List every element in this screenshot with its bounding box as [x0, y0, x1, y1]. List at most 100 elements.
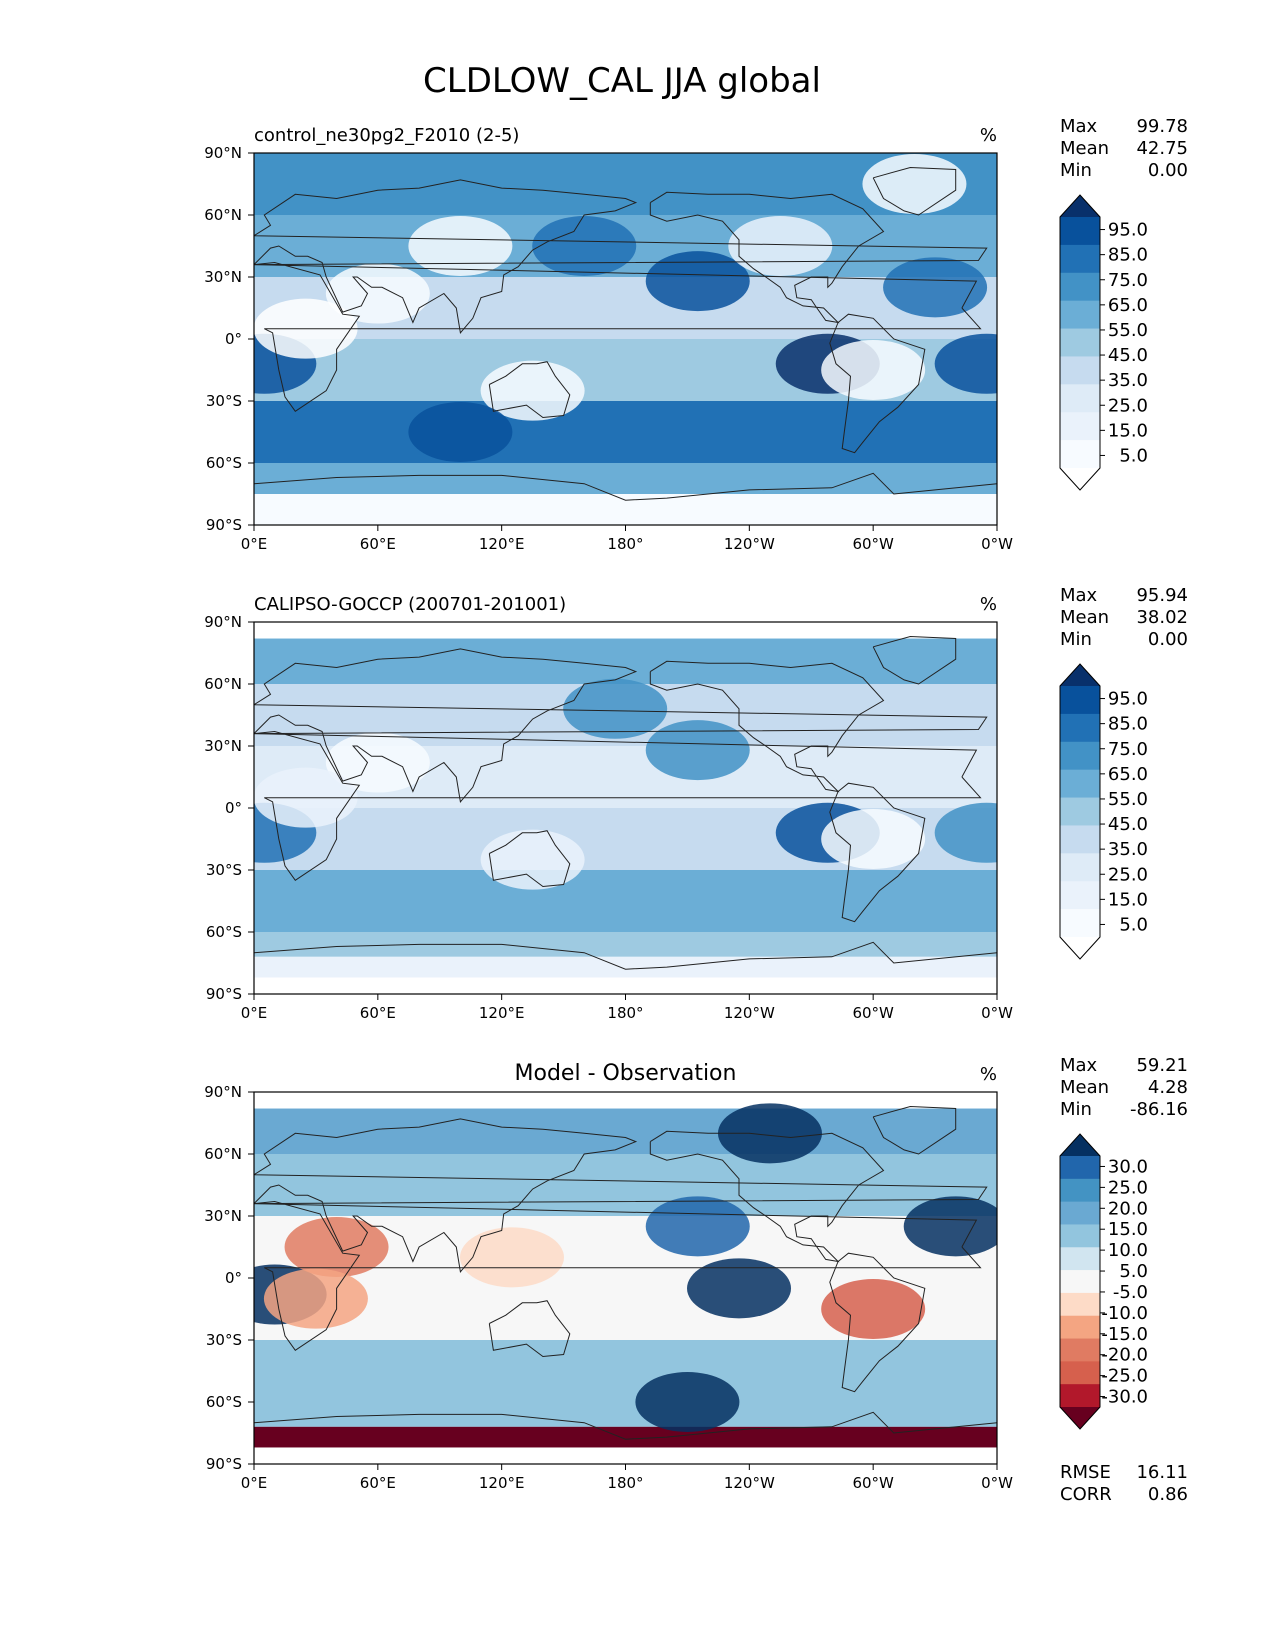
- coastline: [649, 660, 885, 793]
- stat-label: Max: [1060, 585, 1098, 606]
- x-tick-label: 0°W: [981, 1474, 1013, 1492]
- field-blob: [563, 678, 668, 739]
- colorbar-segment: [1060, 412, 1100, 441]
- colorbar-tick-label: 25.0: [1108, 864, 1148, 885]
- y-tick-label: 0°: [225, 799, 242, 817]
- zonal-band: [254, 956, 997, 978]
- stat-label: Mean: [1060, 1077, 1109, 1098]
- colorbar-segment: [1060, 440, 1100, 469]
- y-tick-label: 60°N: [204, 675, 242, 693]
- coastline: [254, 1118, 988, 1273]
- colorbar-segment: [1060, 1292, 1100, 1317]
- y-tick-label: 60°S: [206, 454, 242, 472]
- x-tick-label: 180°: [607, 535, 643, 553]
- colorbar-tick-label: 25.0: [1108, 1177, 1148, 1198]
- y-tick-label: 90°N: [204, 613, 242, 631]
- y-tick-label: 90°S: [206, 516, 242, 534]
- zonal-band: [254, 1108, 997, 1154]
- coastline: [254, 648, 988, 803]
- colorbar-tick-label: 55.0: [1108, 789, 1148, 810]
- coastline: [649, 191, 885, 324]
- colorbar-tick-label: 75.0: [1108, 270, 1148, 291]
- colorbar-tick-label: -10.0: [1101, 1303, 1148, 1324]
- colorbar-tick-label: -20.0: [1101, 1345, 1148, 1366]
- zonal-band: [254, 638, 997, 684]
- y-tick-label: 90°S: [206, 985, 242, 1003]
- map-panel-3: Model - Observation % 0°E 60°E 120°E 180° 120°…: [204, 1055, 1188, 1505]
- x-tick-label: 60°E: [360, 535, 396, 553]
- stat-value: 16.11: [1136, 1462, 1188, 1483]
- colorbar-tick-label: 15.0: [1108, 1219, 1148, 1240]
- colorbar-tick-label: 10.0: [1108, 1240, 1148, 1261]
- colorbar-segment: [1060, 769, 1100, 799]
- coastline: [829, 1252, 926, 1393]
- colorbar-tick-label: 85.0: [1108, 245, 1148, 266]
- field-blob: [821, 1279, 926, 1339]
- stat-value: 99.78: [1136, 116, 1188, 137]
- colorbar-segment: [1060, 825, 1100, 854]
- colorbar-tick-label: 65.0: [1108, 764, 1148, 785]
- zonal-band: [254, 1340, 997, 1402]
- colorbar-segment: [1060, 1178, 1100, 1203]
- y-tick-label: 90°N: [204, 1083, 242, 1101]
- field-blob: [862, 154, 967, 214]
- zonal-band: [254, 463, 997, 494]
- stat-label: Min: [1060, 160, 1092, 181]
- stat-value: 0.86: [1148, 1484, 1188, 1505]
- colorbar-tick-label: 20.0: [1108, 1198, 1148, 1219]
- x-tick-label: 0°W: [981, 535, 1013, 553]
- field-blob: [263, 1268, 368, 1329]
- x-tick-label: 60°W: [852, 1004, 894, 1022]
- colorbar-segment: [1060, 1270, 1100, 1294]
- stat-value: 38.02: [1136, 607, 1188, 628]
- y-tick-label: 30°N: [204, 268, 242, 286]
- field-blob: [408, 402, 513, 462]
- y-tick-label: 0°: [225, 1269, 242, 1287]
- x-tick-label: 60°W: [852, 1474, 894, 1492]
- colorbar-extend-top: [1060, 664, 1100, 686]
- colorbar-segment: [1060, 713, 1100, 743]
- colorbar-outline: [1059, 663, 1101, 960]
- colorbar-segment: [1060, 1156, 1100, 1180]
- zonal-band: [254, 1426, 997, 1448]
- y-tick-label: 30°N: [204, 1207, 242, 1225]
- units-label: %: [980, 594, 997, 615]
- zonal-band: [254, 401, 997, 463]
- y-tick-label: 0°: [225, 330, 242, 348]
- colorbar-tick-label: 85.0: [1108, 714, 1148, 735]
- colorbar-segment: [1060, 1224, 1100, 1248]
- colorbar-tick-label: 25.0: [1108, 395, 1148, 416]
- field-blob: [532, 216, 637, 276]
- colorbar-tick-label: 5.0: [1119, 445, 1148, 466]
- zonal-band: [254, 932, 997, 957]
- colorbar-tick-label: 5.0: [1119, 914, 1148, 935]
- colorbar-tick-label: 45.0: [1108, 814, 1148, 835]
- colorbar-segment: [1060, 1361, 1100, 1385]
- field-blob: [903, 1196, 997, 1257]
- colorbar-segment: [1060, 1247, 1100, 1271]
- field-blob: [645, 720, 750, 781]
- colorbar-segment: [1060, 797, 1100, 826]
- x-tick-label: 120°W: [724, 535, 775, 553]
- field-blob: [717, 1103, 822, 1164]
- colorbar-segment: [1060, 217, 1100, 246]
- y-tick-label: 30°N: [204, 737, 242, 755]
- field-blob: [459, 1227, 564, 1288]
- x-tick-label: 60°E: [360, 1004, 396, 1022]
- field-blob: [645, 251, 750, 312]
- colorbar-tick-label: -30.0: [1101, 1387, 1148, 1408]
- stat-value: -86.16: [1130, 1099, 1188, 1120]
- x-tick-label: 120°E: [479, 1474, 525, 1492]
- coastline: [254, 941, 997, 970]
- x-tick-label: 0°E: [241, 1474, 268, 1492]
- x-tick-label: 180°: [607, 1004, 643, 1022]
- field-blob: [934, 802, 997, 863]
- coastline: [872, 635, 957, 685]
- colorbar-segment: [1060, 272, 1100, 302]
- stat-label: Max: [1060, 1055, 1098, 1076]
- panel-title: CALIPSO-GOCCP (200701-201001): [254, 594, 566, 615]
- panel-title: Model - Observation: [515, 1061, 737, 1086]
- colorbar-tick-label: -5.0: [1113, 1282, 1148, 1303]
- coastline: [254, 730, 982, 881]
- colorbar-tick-label: -15.0: [1101, 1324, 1148, 1345]
